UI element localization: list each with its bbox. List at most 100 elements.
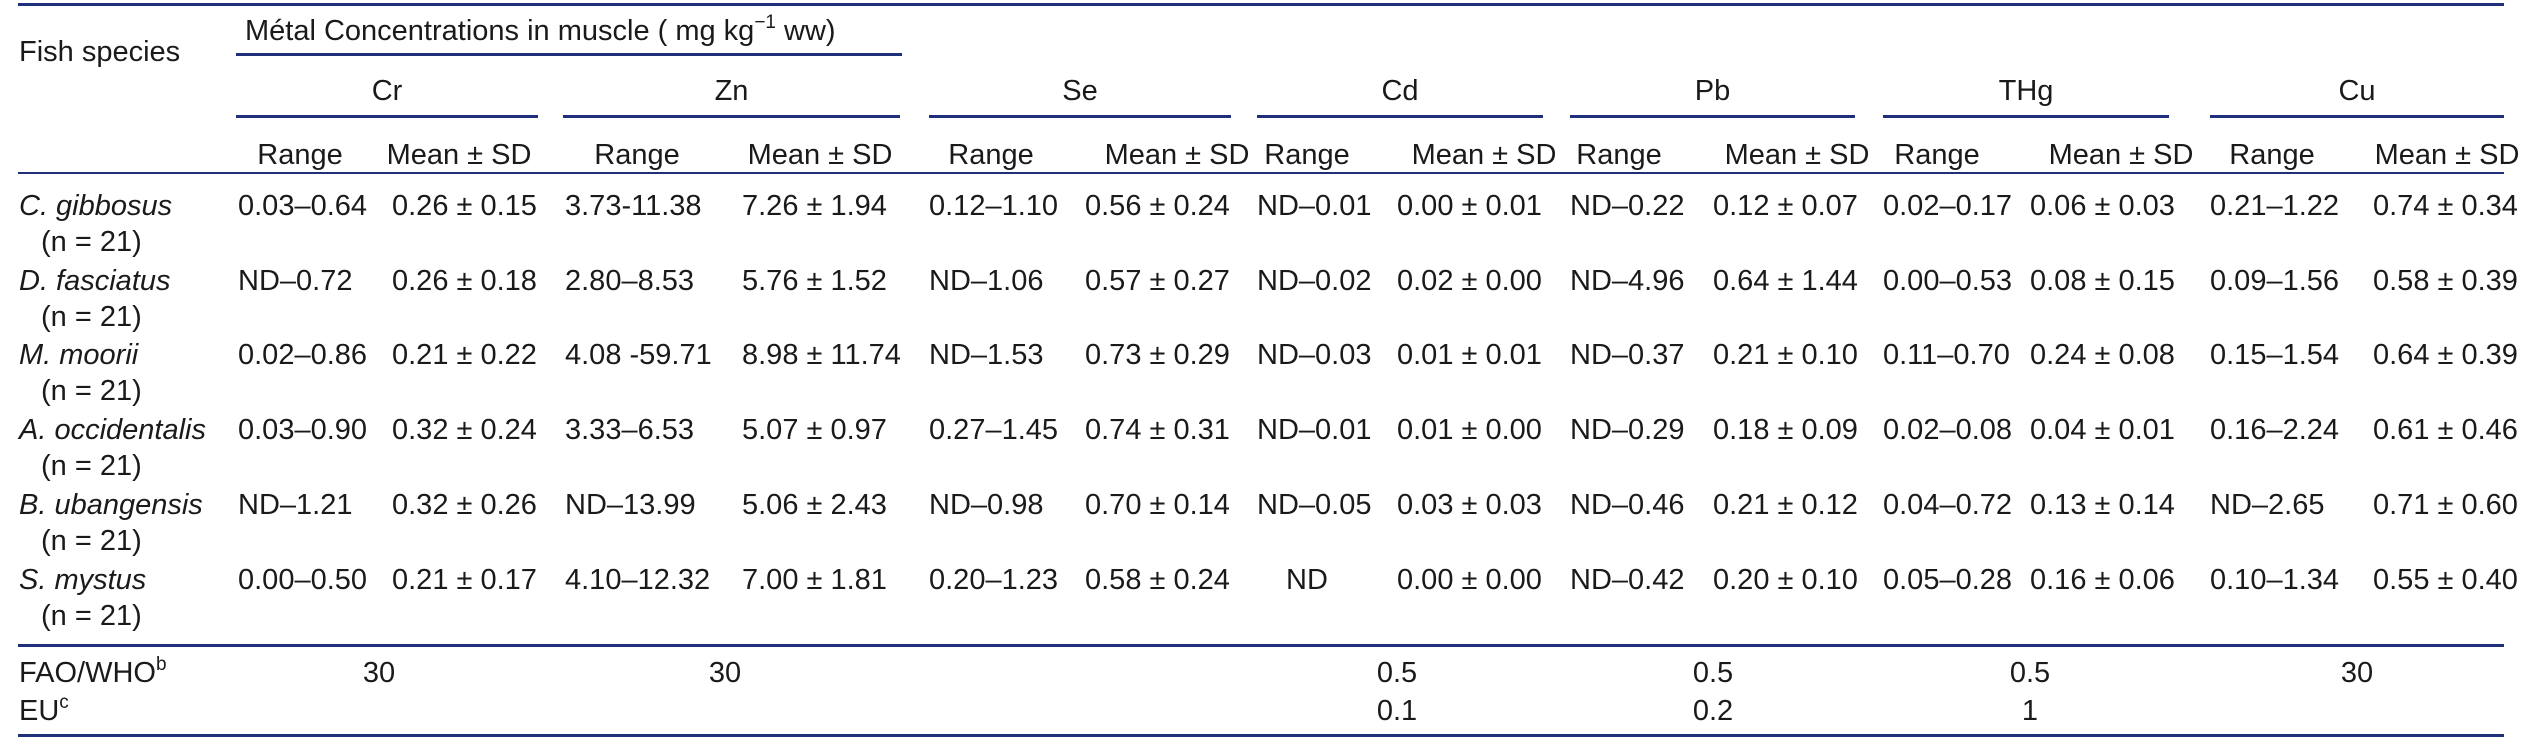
metal-header-se: Se	[1062, 75, 1098, 107]
table-cell: 0.21 ± 0.17	[392, 564, 537, 596]
table-cell: ND	[1286, 564, 1328, 596]
table-cell: 0.57 ± 0.27	[1085, 265, 1230, 297]
table-cell: 0.32 ± 0.26	[392, 489, 537, 521]
table-cell: 3.33–6.53	[565, 414, 695, 446]
species-sample-size: (n = 21)	[41, 301, 142, 333]
table-cell: 0.56 ± 0.24	[1085, 190, 1230, 222]
species-sample-size: (n = 21)	[41, 525, 142, 557]
species-name: M. moorii	[19, 339, 139, 371]
table-cell: 0.04 ± 0.01	[2030, 414, 2175, 446]
guideline-label: EUc	[19, 692, 69, 728]
species-name: D. fasciatus	[19, 265, 171, 297]
table-cell: 0.10–1.34	[2210, 564, 2340, 596]
guideline-label-text: FAO/WHO	[19, 657, 156, 689]
table-cell: 2.80–8.53	[565, 265, 695, 297]
table-cell: 0.26 ± 0.18	[392, 265, 537, 297]
guideline-value: 0.5	[2009, 657, 2051, 689]
guideline-value: 30	[2340, 657, 2374, 689]
table-cell: 0.24 ± 0.08	[2030, 339, 2175, 371]
table-cell: 0.03–0.90	[238, 414, 368, 446]
metal-underline-zn	[563, 115, 900, 118]
table-cell: ND–2.65	[2210, 489, 2325, 521]
table-cell: 0.74 ± 0.31	[1085, 414, 1230, 446]
table-cell: 0.73 ± 0.29	[1085, 339, 1230, 371]
subheader-mean-sd: Mean ± SD	[1104, 139, 1250, 171]
subheader-mean-sd: Mean ± SD	[747, 139, 893, 171]
table-cell: 0.08 ± 0.15	[2030, 265, 2175, 297]
table-cell: 4.10–12.32	[565, 564, 711, 596]
table-cell: 0.02 ± 0.00	[1397, 265, 1542, 297]
table-cell: 5.07 ± 0.97	[742, 414, 887, 446]
table-cell: 4.08 -59.71	[565, 339, 712, 371]
table-cell: 0.13 ± 0.14	[2030, 489, 2175, 521]
table-cell: 0.11–0.70	[1883, 339, 2010, 371]
table-cell: ND–0.02	[1257, 265, 1372, 297]
guideline-footnote-marker: c	[59, 692, 69, 713]
table-cell: 0.64 ± 0.39	[2373, 339, 2518, 371]
metal-underline-se	[929, 115, 1231, 118]
table-cell: 0.09–1.56	[2210, 265, 2340, 297]
table-cell: 0.58 ± 0.24	[1085, 564, 1230, 596]
table-cell: 3.73-11.38	[565, 190, 702, 222]
group-title-tail: ww)	[775, 15, 836, 47]
table-cell: ND–1.53	[929, 339, 1044, 371]
table-cell: ND–13.99	[565, 489, 696, 521]
table-cell: ND–0.01	[1257, 414, 1372, 446]
guideline-value: 0.2	[1692, 695, 1734, 727]
species-sample-size: (n = 21)	[41, 600, 142, 632]
species-name: B. ubangensis	[19, 489, 203, 521]
subheader-range: Range	[1894, 139, 1980, 171]
species-name: S. mystus	[19, 564, 147, 596]
table-cell: 0.12–1.10	[929, 190, 1059, 222]
species-name: A. occidentalis	[19, 414, 206, 446]
table-cell: 0.03–0.64	[238, 190, 368, 222]
metal-header-zn: Zn	[714, 75, 749, 107]
table-cell: ND–4.96	[1570, 265, 1685, 297]
table-cell: 0.70 ± 0.14	[1085, 489, 1230, 521]
table-cell: 0.55 ± 0.40	[2373, 564, 2518, 596]
guideline-value: 30	[708, 657, 742, 689]
table-cell: 0.00 ± 0.00	[1397, 564, 1542, 596]
table-cell: 0.26 ± 0.15	[392, 190, 537, 222]
subheader-mean-sd: Mean ± SD	[1411, 139, 1557, 171]
table-cell: 0.21 ± 0.22	[392, 339, 537, 371]
metal-header-pb: Pb	[1694, 75, 1731, 107]
table-cell: 0.20–1.23	[929, 564, 1059, 596]
guideline-footnote-marker: b	[155, 654, 167, 675]
table-top-rule	[18, 3, 2504, 6]
table-cell: 0.00–0.53	[1883, 265, 2013, 297]
table-cell: 5.06 ± 2.43	[742, 489, 887, 521]
metal-underline-pb	[1570, 115, 1855, 118]
table-cell: 0.21–1.22	[2210, 190, 2340, 222]
table-cell: 0.02–0.08	[1883, 414, 2013, 446]
subheader-mean-sd: Mean ± SD	[2048, 139, 2194, 171]
table-bottom-rule	[18, 734, 2504, 737]
table-cell: ND–0.05	[1257, 489, 1372, 521]
species-name: C. gibbosus	[19, 190, 173, 222]
metal-header-thg: THg	[1998, 75, 2054, 107]
group-title: Métal Concentrations in muscle ( mg kg−1…	[245, 13, 836, 48]
guideline-value: 0.1	[1376, 695, 1418, 727]
table-cell: 0.71 ± 0.60	[2373, 489, 2518, 521]
metal-header-cu: Cu	[2338, 75, 2376, 107]
metal-underline-cu	[2210, 115, 2504, 118]
row-header: Fish species	[19, 36, 181, 68]
table-cell: ND–0.37	[1570, 339, 1685, 371]
table-cell: 0.74 ± 0.34	[2373, 190, 2518, 222]
subheader-mean-sd: Mean ± SD	[2374, 139, 2520, 171]
table-cell: ND–0.42	[1570, 564, 1685, 596]
table-cell: 0.21 ± 0.12	[1713, 489, 1858, 521]
subheader-mean-sd: Mean ± SD	[386, 139, 532, 171]
header-bottom-rule	[18, 172, 2504, 174]
table-cell: 7.26 ± 1.94	[742, 190, 887, 222]
table-cell: 0.27–1.45	[929, 414, 1059, 446]
table-cell: 0.01 ± 0.00	[1397, 414, 1542, 446]
table-cell: 0.15–1.54	[2210, 339, 2340, 371]
table-cell: ND–0.29	[1570, 414, 1685, 446]
guideline-separator-rule	[18, 644, 2504, 647]
table-cell: 0.03 ± 0.03	[1397, 489, 1542, 521]
table-cell: 5.76 ± 1.52	[742, 265, 887, 297]
guideline-label: FAO/WHOb	[19, 654, 167, 690]
subheader-mean-sd: Mean ± SD	[1724, 139, 1870, 171]
table-cell: 8.98 ± 11.74	[742, 339, 901, 371]
